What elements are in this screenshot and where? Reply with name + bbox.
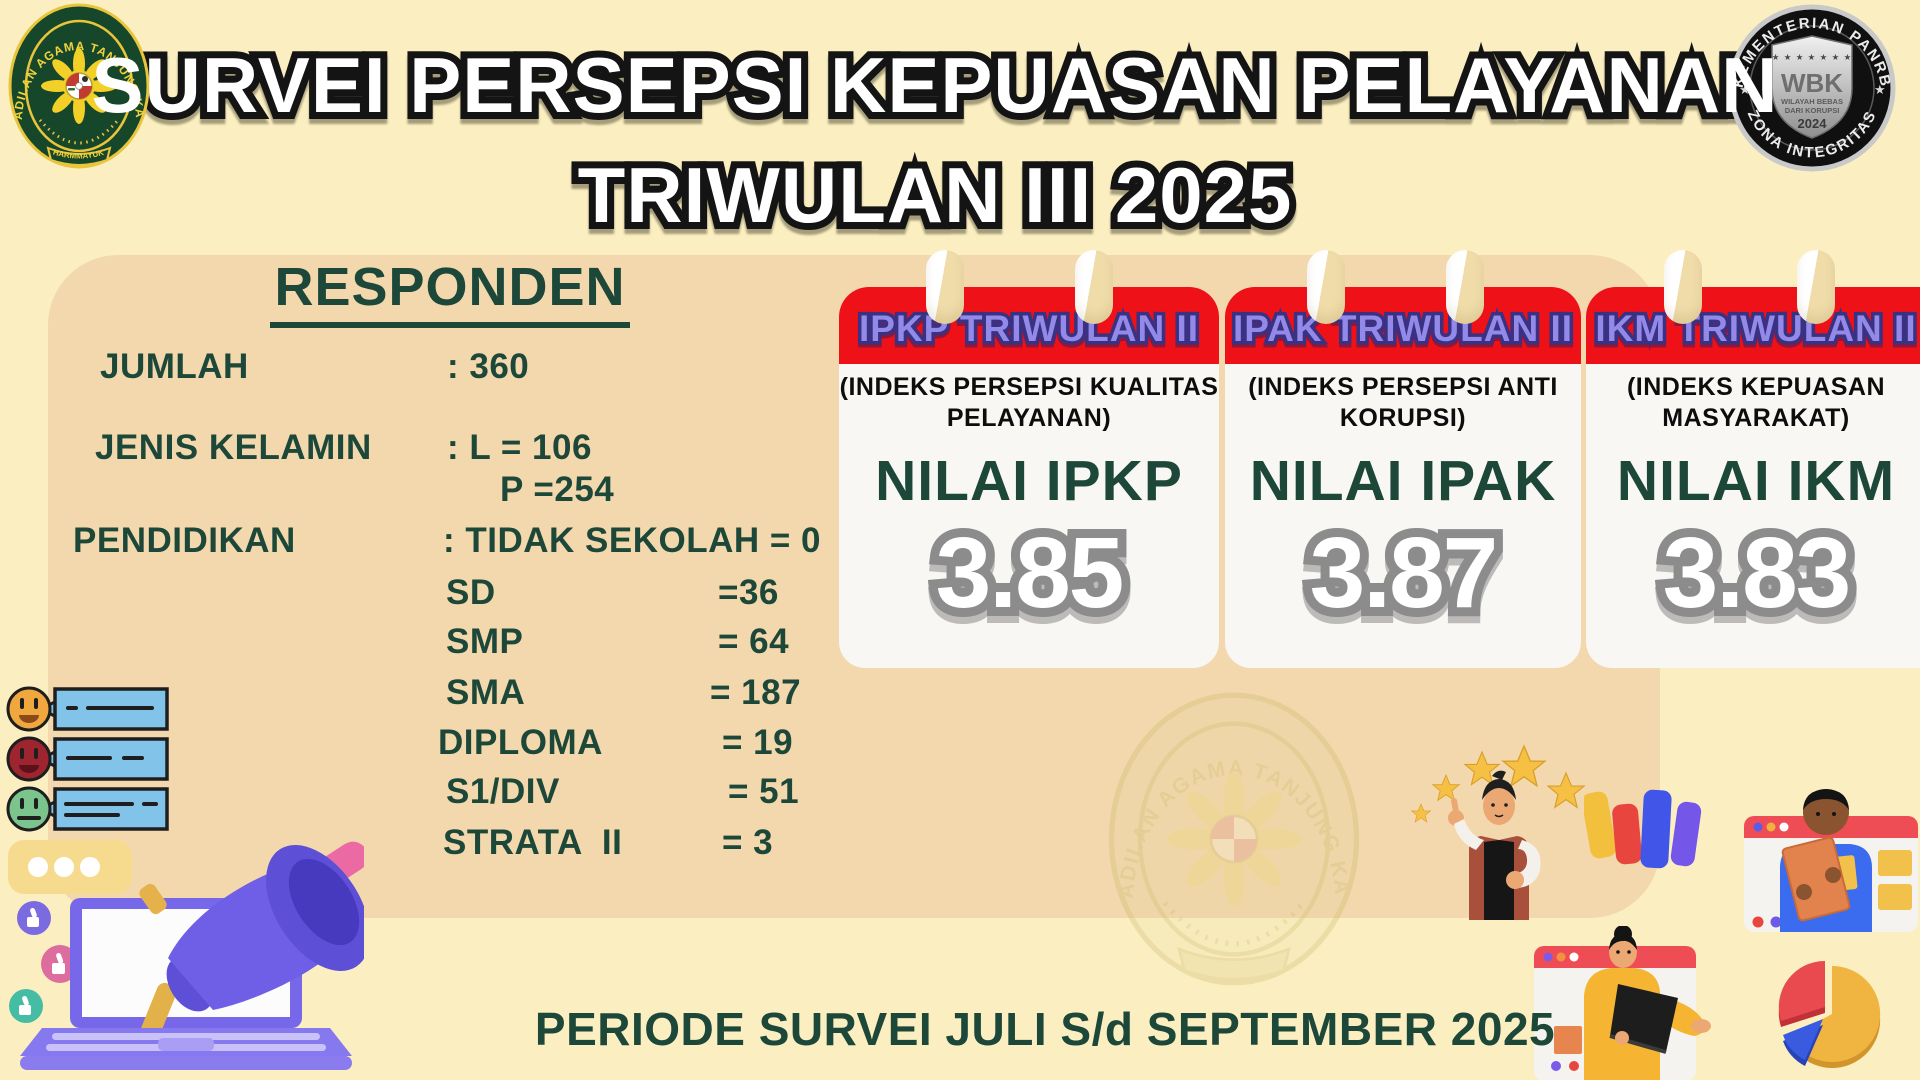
person-folder-icon [1780,789,1872,932]
survey-period-text: PERIODE SURVEI JULI S/d SEPTEMBER 2025 [534,1003,1556,1055]
edu-value-s1div: = 51 [728,772,800,811]
medal-shield [1771,35,1853,139]
value-tidak-sekolah: : TIDAK SEKOLAH = 0 [443,521,822,560]
card-ikm-label: NILAI IKM [1616,449,1896,513]
rating-stars-man-icon [1411,744,1586,920]
page-title-line1: SURVEI PERSEPSI KEPUASAN PELAYANAN SURVEI… [85,34,1785,136]
value-jumlah: : 360 [447,347,530,386]
label-jenis-kelamin: JENIS KELAMIN [95,428,372,467]
wbk-sub1: WILAYAH BEBAS [1781,97,1843,106]
smiley-positive-icon [6,686,169,732]
calendar-ring-icon [926,250,965,324]
card-ipak-title: IPAK TRIWULAN II IPAK TRIWULAN II [1229,305,1575,353]
smiley-negative-icon [6,736,169,782]
card-ikm-subtitle: (INDEKS KEPUASAN MASYARAKAT) [1626,373,1886,432]
court-seal-watermark: PENGADILAN AGAMA TANJUNG KARANG [1108,682,1360,986]
card-body [839,364,1219,668]
edu-value-diploma: = 19 [722,723,794,762]
card-ikm: IKM TRIWULAN II IKM TRIWULAN II (INDEKS K… [1586,250,1920,668]
card-ipkp-subtitle: (INDEKS PERSEPSI KUALITAS PELAYANAN) [839,373,1219,432]
medal-star-right: ★ [1874,82,1886,97]
edu-name-sd: SD [446,573,496,612]
calendar-ring-icon [1664,250,1703,324]
card-ipkp-title: IPKP TRIWULAN II IPKP TRIWULAN II [855,305,1201,353]
card-ipkp-label: NILAI IPKP [875,449,1183,513]
person-pointing-icon [1448,770,1541,920]
card-ipak-label: NILAI IPAK [1249,449,1557,513]
wbk-sub2: DARI KORUPSI [1785,106,1840,115]
medal-star-left: ★ [1739,82,1751,97]
edu-value-strata2: = 3 [722,823,774,862]
card-ipak-value: 3.87 3.87 [1301,508,1508,638]
browser-woman-icon [1534,926,1711,1080]
typing-dots-icon [8,840,132,894]
value-jenis-l: : L = 106 [447,428,592,467]
responden-heading: RESPONDEN [250,256,650,328]
card-body [1225,364,1581,668]
calendar-ring-icon [1796,250,1835,324]
edu-name-diploma: DIPLOMA [438,723,603,762]
calendar-ring-icon [1074,250,1113,324]
card-ipak-subtitle: (INDEKS PERSEPSI ANTI KORUPSI) [1248,373,1558,432]
edu-value-smp: = 64 [718,622,790,661]
smiley-neutral-icon [6,786,169,832]
court-seal-icon: PENGADILAN AGAMA TANJUNG KARANG DHARMMAY… [8,2,150,169]
calendar-ring-icon [1445,250,1484,324]
megaphone-laptop-icon [9,841,364,1070]
edu-value-sma: = 187 [710,673,802,712]
laptop-base [20,1028,352,1070]
wbk-year: 2024 [1798,116,1828,131]
card-ipkp: IPKP TRIWULAN II IPKP TRIWULAN II (INDEKS… [839,250,1219,668]
label-pendidikan: PENDIDIKAN [73,521,296,560]
card-body [1586,364,1920,668]
card-header [1586,287,1920,364]
edu-name-smp: SMP [446,622,524,661]
card-header [839,287,1219,364]
page-title-line2: TRIWULAN III 2025 TRIWULAN III 2025 [571,144,1299,246]
label-jumlah: JUMLAH [100,347,249,386]
card-ipkp-value: 3.85 3.85 [927,508,1134,638]
calendar-ring-icon [1306,250,1345,324]
edu-name-s1div: S1/DIV [446,772,560,811]
card-ipak: IPAK TRIWULAN II IPAK TRIWULAN II (INDEKS… [1225,250,1581,668]
wbk-medal-icon: KEMENTERIAN PANRB ZONA INTEGRITAS ★ ★ ★ … [1728,4,1896,172]
browser-man-icon [1744,789,1918,932]
card-ikm-value: 3.83 3.83 [1654,508,1861,638]
wbk-text: WBK [1781,68,1843,98]
thumb-up-badges-icon [9,901,79,1023]
edu-name-sma: SMA [446,673,526,712]
card-ikm-title: IKM TRIWULAN II IKM TRIWULAN II [1592,305,1919,353]
person-laptop-icon [1584,926,1711,1080]
value-jenis-p: P =254 [500,470,615,509]
card-header [1225,287,1581,364]
bar-chart-icon [1584,789,1702,869]
pie-chart-icon [1778,960,1881,1068]
edu-value-sd: =36 [718,573,779,612]
edu-name-strata2: STRATA II [443,823,623,862]
shield-stars: ★ ★ ★ ★ ★ ★ ★ [1772,52,1853,62]
feedback-emoji-chat-icon [6,686,169,894]
